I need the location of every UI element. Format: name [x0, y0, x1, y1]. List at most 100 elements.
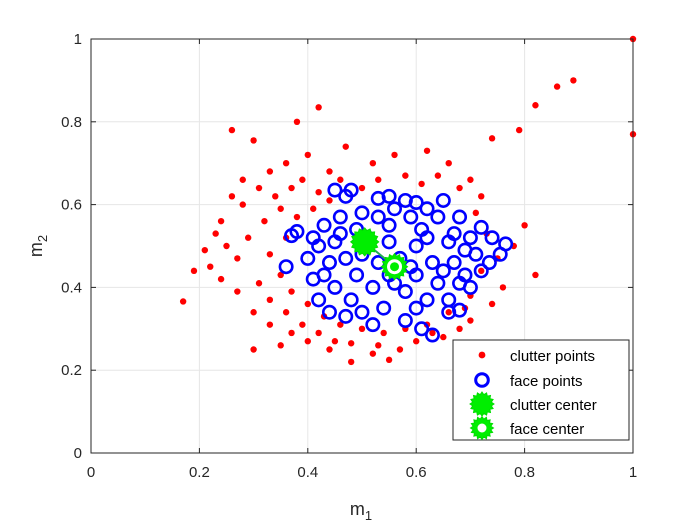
face-point-22 — [424, 327, 440, 343]
face-point-34 — [354, 205, 370, 221]
clutter-point-74 — [337, 321, 344, 328]
clutter-point-47 — [266, 296, 274, 304]
y-tick-label-1: 0.2 — [61, 362, 82, 379]
face-point-23 — [414, 321, 430, 337]
x-tick-label-1: 0.2 — [189, 464, 210, 481]
clutter-point-36 — [456, 325, 463, 332]
clutter-point-58 — [358, 184, 366, 192]
clutter-point-16 — [326, 168, 333, 175]
clutter-point-25 — [532, 102, 539, 109]
legend: clutter points face points clutter cente… — [452, 339, 630, 441]
y-tick-label-2: 0.4 — [61, 279, 82, 296]
clutter-point-23 — [488, 135, 496, 142]
face-point-67 — [419, 230, 435, 246]
face-point-0 — [278, 259, 294, 275]
clutter-point-97 — [375, 342, 382, 349]
face-point-75 — [446, 226, 462, 242]
clutter-point-19 — [423, 147, 431, 154]
legend-item-face-points: face points — [474, 372, 583, 390]
face-point-13 — [473, 219, 489, 235]
clutter-point-3 — [250, 346, 257, 353]
clutter-point-49 — [234, 255, 241, 262]
clutter-point-41 — [369, 350, 377, 357]
clutter-point-45 — [299, 321, 306, 328]
clutter-point-4 — [277, 342, 284, 349]
clutter-point-10 — [223, 242, 230, 250]
clutter-point-48 — [255, 280, 263, 287]
face-point-18 — [473, 263, 489, 279]
x-axis-label-base: m — [350, 499, 365, 519]
face-point-42 — [376, 300, 392, 316]
clutter-point-9 — [239, 201, 246, 208]
face-point-48 — [381, 217, 397, 233]
clutter-point-69 — [445, 309, 452, 316]
clutter-point-73 — [358, 325, 366, 332]
clutter-point-24 — [515, 126, 523, 134]
face-point-78 — [419, 292, 435, 308]
face-point-5 — [338, 188, 354, 204]
clutter-point-67 — [478, 267, 485, 275]
clutter-point-26 — [553, 83, 561, 90]
face-point-7 — [381, 188, 397, 204]
clutter-point-22 — [478, 193, 485, 200]
face-point-10 — [435, 192, 451, 208]
x-axis-label-sub: 1 — [365, 508, 372, 523]
face-point-71 — [311, 238, 327, 254]
face-point-57 — [381, 234, 397, 250]
legend-item-clutter-center: clutter center — [469, 391, 597, 417]
clutter-point-5 — [293, 118, 301, 126]
face-point-12 — [452, 209, 468, 225]
centers-layer — [349, 227, 409, 281]
face-point-74 — [403, 209, 419, 225]
x-tick-label-0: 0 — [87, 464, 95, 481]
clutter-point-46 — [282, 309, 290, 316]
clutter-point-2 — [228, 126, 236, 134]
clutter-point-95 — [326, 346, 333, 353]
clutter-point-17 — [369, 160, 377, 167]
clutter-center-point — [349, 227, 380, 257]
clutter-point-0 — [179, 298, 187, 305]
clutter-point-8 — [250, 137, 257, 144]
clutter-point-91 — [250, 309, 257, 316]
clutter-point-53 — [288, 184, 295, 192]
clutter-point-72 — [380, 329, 387, 337]
clutter-point-34 — [488, 300, 496, 308]
face-point-72 — [332, 226, 348, 242]
y-axis-label: m2 — [26, 235, 50, 257]
face-point-70 — [316, 267, 332, 283]
clutter-point-6 — [315, 104, 322, 111]
face-center-core — [390, 262, 400, 272]
clutter-point-79 — [266, 251, 274, 258]
clutter-point-35 — [467, 317, 474, 324]
face-point-3 — [327, 182, 343, 198]
clutter-point-57 — [337, 176, 344, 183]
face-point-54 — [365, 279, 381, 295]
clutter-point-89 — [217, 275, 225, 283]
clutter-point-15 — [304, 151, 311, 159]
face-point-76 — [457, 242, 473, 258]
face-point-51 — [446, 255, 462, 271]
legend-swatch-face-center-hole — [477, 423, 487, 433]
face-point-11 — [419, 201, 435, 217]
clutter-point-14 — [282, 160, 290, 167]
face-point-26 — [338, 308, 354, 324]
clutter-point-98 — [429, 329, 436, 337]
face-point-52 — [430, 275, 446, 291]
face-point-37 — [462, 230, 478, 246]
face-point-68 — [435, 263, 451, 279]
x-tick-label-2: 0.4 — [297, 464, 318, 481]
face-point-28 — [311, 292, 327, 308]
face-point-35 — [387, 201, 403, 217]
clutter-point-92 — [266, 321, 274, 328]
clutter-point-56 — [326, 197, 333, 204]
y-tick-label-4: 0.8 — [61, 114, 82, 131]
clutter-point-44 — [315, 329, 322, 337]
face-point-32 — [316, 217, 332, 233]
clutter-point-37 — [440, 333, 447, 341]
face-point-79 — [354, 304, 370, 320]
legend-label-clutter-points: clutter points — [510, 348, 595, 365]
face-point-25 — [365, 317, 381, 333]
clutter-points-layer — [179, 35, 637, 366]
face-point-65 — [338, 250, 354, 266]
face-point-14 — [484, 230, 500, 246]
